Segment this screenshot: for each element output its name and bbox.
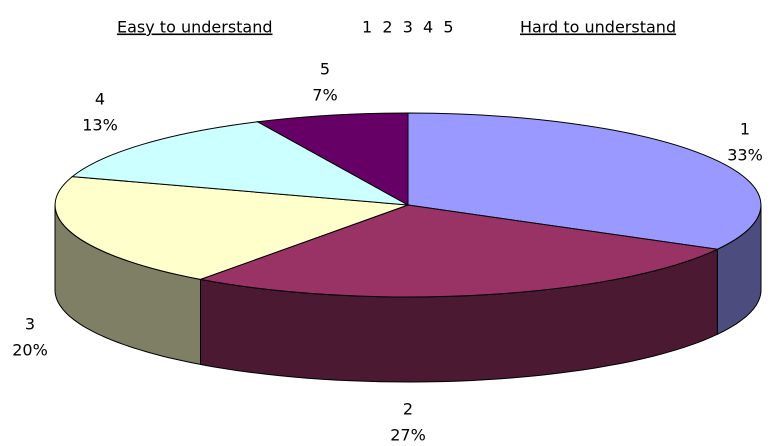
pie-slice — [256, 112, 409, 206]
slice-category: 1 — [740, 120, 750, 139]
slice-category: 4 — [95, 90, 105, 109]
pie-tops — [54, 112, 762, 298]
slice-category: 3 — [25, 315, 35, 334]
pie-slice — [54, 176, 409, 280]
slice-value-label: 33% — [727, 146, 763, 165]
slice-category: 2 — [403, 400, 413, 419]
title-right: Hard to understand — [520, 18, 676, 37]
slice-value-label: 7% — [312, 86, 337, 105]
pie-slice — [407, 112, 762, 250]
slice-value-label: 13% — [82, 116, 118, 135]
slice-value-label: 27% — [390, 426, 426, 445]
slice-value-label: 20% — [12, 341, 48, 360]
pie-sides — [54, 204, 762, 383]
title-scale: 1 2 3 4 5 — [362, 18, 454, 37]
pie-labels: 1 33% 2 27% 3 20% 4 13% 5 7% — [12, 60, 763, 445]
pie-slice — [198, 204, 720, 298]
pie-slice — [71, 121, 409, 206]
title-left: Easy to understand — [117, 18, 273, 37]
slice-category: 5 — [320, 60, 330, 79]
